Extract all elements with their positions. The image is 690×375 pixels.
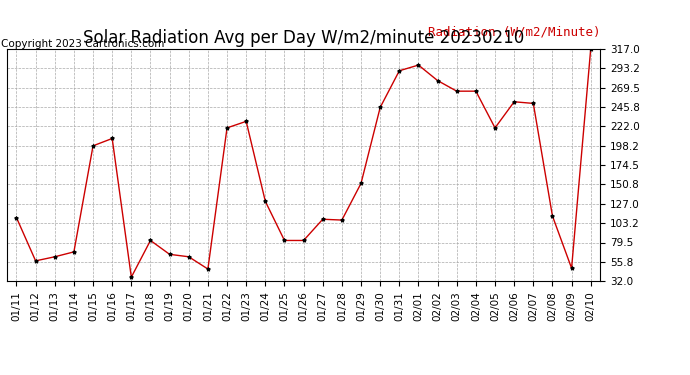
- Point: [317, 216, 328, 222]
- Point: [471, 88, 482, 94]
- Point: [88, 143, 99, 149]
- Point: [394, 68, 405, 74]
- Point: [126, 274, 137, 280]
- Point: [221, 125, 233, 131]
- Point: [451, 88, 462, 94]
- Point: [298, 237, 309, 243]
- Point: [241, 118, 252, 124]
- Text: Copyright 2023 Cartronics.com: Copyright 2023 Cartronics.com: [1, 39, 164, 50]
- Point: [11, 214, 22, 220]
- Point: [355, 180, 366, 186]
- Point: [509, 99, 520, 105]
- Point: [528, 100, 539, 106]
- Point: [260, 198, 271, 204]
- Point: [375, 105, 386, 111]
- Point: [164, 251, 175, 257]
- Point: [202, 266, 213, 272]
- Point: [30, 258, 41, 264]
- Point: [585, 46, 596, 52]
- Point: [489, 125, 500, 131]
- Point: [279, 237, 290, 243]
- Point: [547, 213, 558, 219]
- Point: [49, 254, 60, 260]
- Point: [413, 62, 424, 68]
- Text: Radiation (W/m2/Minute): Radiation (W/m2/Minute): [428, 26, 600, 39]
- Point: [432, 78, 443, 84]
- Point: [107, 135, 118, 141]
- Point: [145, 237, 156, 243]
- Point: [68, 249, 79, 255]
- Point: [566, 265, 577, 271]
- Point: [336, 217, 347, 223]
- Point: [184, 254, 195, 260]
- Title: Solar Radiation Avg per Day W/m2/minute 20230210: Solar Radiation Avg per Day W/m2/minute …: [83, 29, 524, 47]
